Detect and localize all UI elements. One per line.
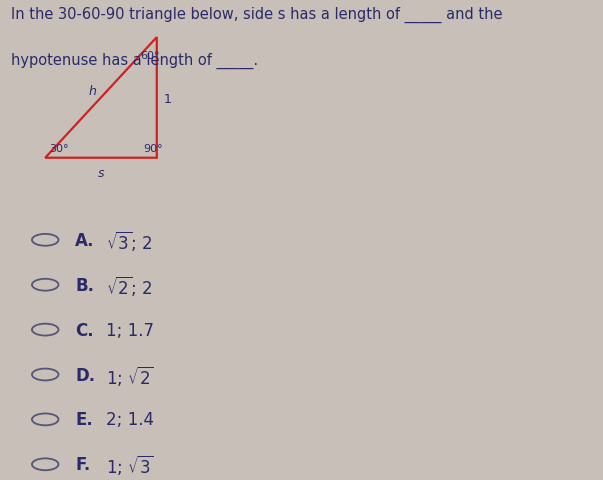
Text: In the 30-60-90 triangle below, side s has a length of _____ and the: In the 30-60-90 triangle below, side s h… — [11, 6, 502, 23]
Text: 60°: 60° — [140, 51, 160, 60]
Text: B.: B. — [75, 276, 95, 294]
Text: 90°: 90° — [144, 144, 163, 154]
Text: F.: F. — [75, 456, 90, 473]
Text: s: s — [98, 167, 104, 180]
Text: 2; 1.4: 2; 1.4 — [106, 410, 154, 429]
Text: C.: C. — [75, 321, 94, 339]
Text: D.: D. — [75, 366, 95, 384]
Text: E.: E. — [75, 410, 93, 429]
Text: $\sqrt{3}$; 2: $\sqrt{3}$; 2 — [106, 228, 152, 252]
Text: 1: 1 — [164, 93, 172, 106]
Text: hypotenuse has a length of _____.: hypotenuse has a length of _____. — [11, 53, 258, 69]
Text: A.: A. — [75, 231, 95, 249]
Text: 1; $\sqrt{3}$: 1; $\sqrt{3}$ — [106, 452, 153, 476]
Text: h: h — [88, 84, 96, 97]
Text: 1; $\sqrt{2}$: 1; $\sqrt{2}$ — [106, 363, 153, 387]
Text: $\sqrt{2}$; 2: $\sqrt{2}$; 2 — [106, 273, 152, 297]
Text: 30°: 30° — [49, 144, 69, 154]
Text: 1; 1.7: 1; 1.7 — [106, 321, 154, 339]
